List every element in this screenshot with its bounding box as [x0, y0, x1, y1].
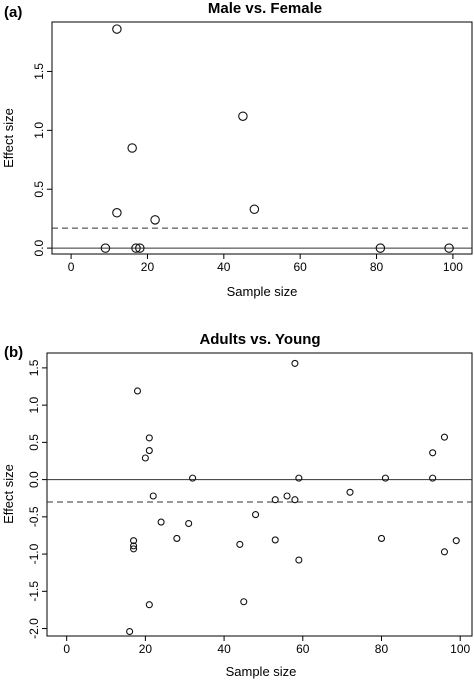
data-point [131, 243, 141, 253]
x-tick-label: 20 [141, 260, 155, 274]
data-point [236, 540, 244, 548]
y-tick-label: 0.0 [27, 471, 41, 488]
data-point [346, 488, 354, 496]
panel-b-x-axis-label: Sample size [226, 664, 297, 679]
x-tick-label: 40 [217, 260, 231, 274]
data-point [429, 474, 437, 482]
data-point [112, 208, 122, 218]
data-point [130, 545, 138, 553]
data-point [145, 601, 153, 609]
panel-a-x-axis-label: Sample size [227, 284, 298, 299]
x-tick-label: 40 [217, 642, 231, 656]
data-point [185, 519, 193, 528]
data-point [291, 496, 299, 504]
data-point [130, 537, 138, 545]
y-tick-label: 1.0 [27, 396, 41, 413]
x-tick-label: 100 [450, 642, 470, 656]
panel-a-x-ticks: 0 20 40 60 80 100 [68, 254, 463, 274]
x-tick-label: 80 [375, 642, 389, 656]
y-tick-label: 1.0 [32, 122, 46, 139]
y-tick-label: 0.5 [32, 181, 46, 198]
data-point [381, 474, 389, 482]
data-point [375, 243, 386, 253]
panel-b-points [126, 359, 460, 636]
data-point [173, 534, 181, 542]
panel-b-reference-lines [47, 479, 472, 503]
x-tick-label: 60 [294, 260, 308, 274]
y-tick-label: -1.5 [27, 581, 41, 602]
data-point [452, 537, 460, 545]
data-point [133, 387, 142, 395]
data-point [189, 474, 197, 482]
data-point [149, 492, 157, 500]
data-point [135, 243, 145, 253]
data-point [145, 447, 153, 455]
data-point [249, 204, 260, 214]
y-tick-label: 1.5 [27, 359, 41, 376]
data-point [150, 215, 160, 225]
y-tick-label: 1.5 [32, 63, 46, 80]
panel-a-plot-frame [51, 21, 473, 255]
panel-b-y-ticks: -2.0 -1.5 -1.0 -0.5 0.0 0.5 1.0 1.5 [27, 359, 47, 639]
panel-b-x-ticks: 0 20 40 60 80 100 [63, 636, 471, 656]
data-point [130, 542, 138, 550]
x-tick-label: 80 [370, 260, 384, 274]
data-point [271, 536, 279, 544]
data-point [283, 492, 291, 500]
data-point [440, 548, 449, 556]
panel-b-y-axis-label: Effect size [1, 464, 16, 524]
panel-a: (a) Male vs. Female Effect size Sample s… [1, 0, 473, 299]
data-point [429, 449, 437, 457]
panel-a-y-axis-label: Effect size [1, 108, 16, 168]
data-point [238, 111, 248, 121]
data-point [295, 474, 303, 482]
x-tick-label: 100 [443, 260, 463, 274]
data-point [295, 556, 303, 564]
panel-b: (b) Adults vs. Young Effect size Sample … [1, 331, 473, 679]
panel-a-title: Male vs. Female [208, 0, 322, 17]
data-point [291, 359, 299, 367]
y-tick-label: -2.0 [27, 618, 41, 639]
panel-b-title: Adults vs. Young [199, 331, 320, 348]
data-point [444, 243, 454, 253]
data-point [240, 598, 248, 606]
y-tick-label: -1.0 [27, 543, 41, 564]
data-point [100, 243, 111, 253]
y-tick-label: -0.5 [27, 506, 41, 527]
data-point [271, 496, 279, 504]
x-tick-label: 60 [296, 642, 310, 656]
data-point [440, 433, 449, 441]
panel-b-plot-frame [46, 352, 473, 637]
x-tick-label: 20 [139, 642, 153, 656]
data-point [145, 434, 153, 442]
data-point [377, 534, 386, 542]
x-tick-label: 0 [63, 642, 70, 656]
panel-a-y-ticks: 0.0 0.5 1.0 1.5 [32, 63, 52, 256]
data-point [112, 24, 122, 34]
data-point [126, 627, 134, 636]
y-tick-label: 0.5 [27, 434, 41, 451]
panel-b-label: (b) [4, 344, 23, 361]
panel-a-reference-lines [52, 227, 472, 249]
panel-a-points [100, 24, 454, 253]
data-point [252, 511, 260, 519]
data-point [141, 454, 149, 462]
panel-a-label: (a) [4, 4, 22, 21]
data-point [157, 518, 165, 526]
data-point [127, 143, 137, 153]
x-tick-label: 0 [68, 260, 75, 274]
y-tick-label: 0.0 [32, 239, 46, 256]
